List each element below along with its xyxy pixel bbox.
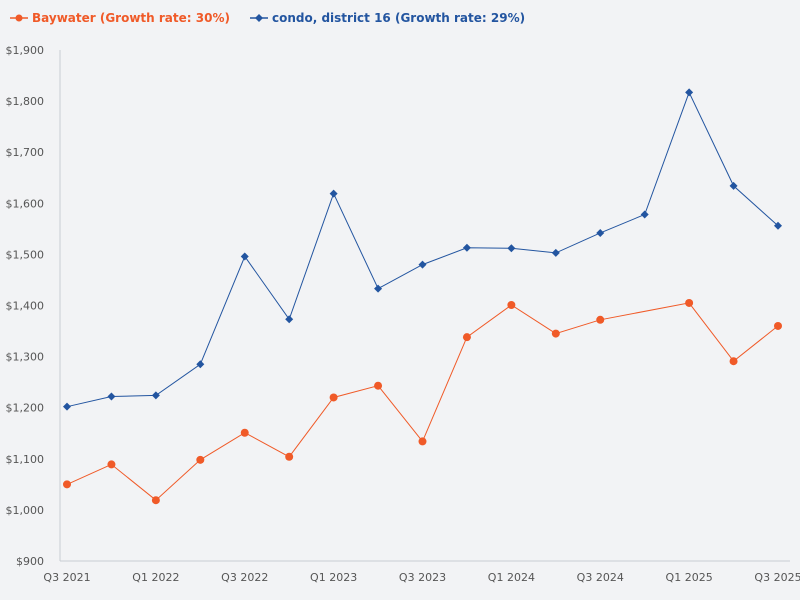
x-tick-label: Q1 2025 <box>666 571 713 584</box>
data-point-0 <box>63 480 71 489</box>
data-point-1 <box>196 360 205 369</box>
data-point-0 <box>551 329 560 338</box>
data-point-1 <box>596 228 605 237</box>
data-point-0 <box>596 315 605 324</box>
y-tick-label: $1,600 <box>6 197 45 210</box>
data-point-0 <box>285 452 294 461</box>
x-tick-label: Q1 2024 <box>488 571 535 584</box>
data-point-1 <box>507 244 516 253</box>
data-point-0 <box>729 357 738 366</box>
data-point-0 <box>462 333 471 342</box>
x-tick-label: Q1 2022 <box>132 571 179 584</box>
y-tick-label: $900 <box>16 555 44 568</box>
data-point-0 <box>685 298 694 307</box>
data-point-1 <box>640 210 649 219</box>
y-tick-label: $1,700 <box>6 146 45 159</box>
data-point-1 <box>107 392 116 401</box>
data-point-0 <box>329 393 338 402</box>
y-tick-label: $1,100 <box>6 453 45 466</box>
y-tick-label: $1,500 <box>6 248 45 261</box>
data-point-0 <box>418 437 427 446</box>
data-point-1 <box>285 315 294 324</box>
data-point-1 <box>729 181 738 190</box>
y-tick-label: $1,800 <box>6 95 45 108</box>
x-tick-label: Q3 2021 <box>43 571 90 584</box>
x-tick-label: Q1 2023 <box>310 571 357 584</box>
legend-label-baywater: Baywater (Growth rate: 30%) <box>32 11 230 25</box>
data-point-0 <box>507 300 516 309</box>
legend-label-condo: condo, district 16 (Growth rate: 29%) <box>271 11 526 25</box>
data-point-0 <box>774 321 782 330</box>
data-point-0 <box>151 496 160 505</box>
data-point-1 <box>774 221 782 230</box>
data-point-1 <box>374 284 383 293</box>
legend: Baywater (Growth rate: 30%) condo, distr… <box>10 8 545 28</box>
x-tick-label: Q3 2025 <box>754 571 800 584</box>
legend-marker-condo-icon <box>249 14 268 22</box>
data-point-1 <box>551 248 560 257</box>
data-point-0 <box>374 381 383 390</box>
series-line-1 <box>66 91 779 408</box>
x-tick-label: Q3 2023 <box>399 571 446 584</box>
data-point-1 <box>240 252 249 261</box>
data-point-0 <box>196 455 205 464</box>
data-point-0 <box>240 428 249 437</box>
y-tick-label: $1,400 <box>6 300 45 313</box>
data-point-1 <box>63 402 71 411</box>
y-tick-label: $1,900 <box>6 44 45 57</box>
x-tick-label: Q3 2024 <box>577 571 624 584</box>
series-line-0 <box>66 302 779 501</box>
legend-marker-baywater-icon <box>10 14 28 22</box>
data-point-0 <box>107 460 116 469</box>
data-point-1 <box>418 260 427 269</box>
legend-item-baywater[interactable]: Baywater (Growth rate: 30%) <box>10 11 230 25</box>
x-tick-label: Q3 2022 <box>221 571 268 584</box>
data-point-1 <box>329 189 338 198</box>
data-point-1 <box>685 88 694 97</box>
y-tick-label: $1,000 <box>6 504 45 517</box>
y-tick-label: $1,300 <box>6 351 45 364</box>
data-point-1 <box>151 391 160 400</box>
data-point-1 <box>462 243 471 252</box>
y-tick-label: $1,200 <box>6 402 45 415</box>
legend-item-condo[interactable]: condo, district 16 (Growth rate: 29%) <box>249 11 526 25</box>
